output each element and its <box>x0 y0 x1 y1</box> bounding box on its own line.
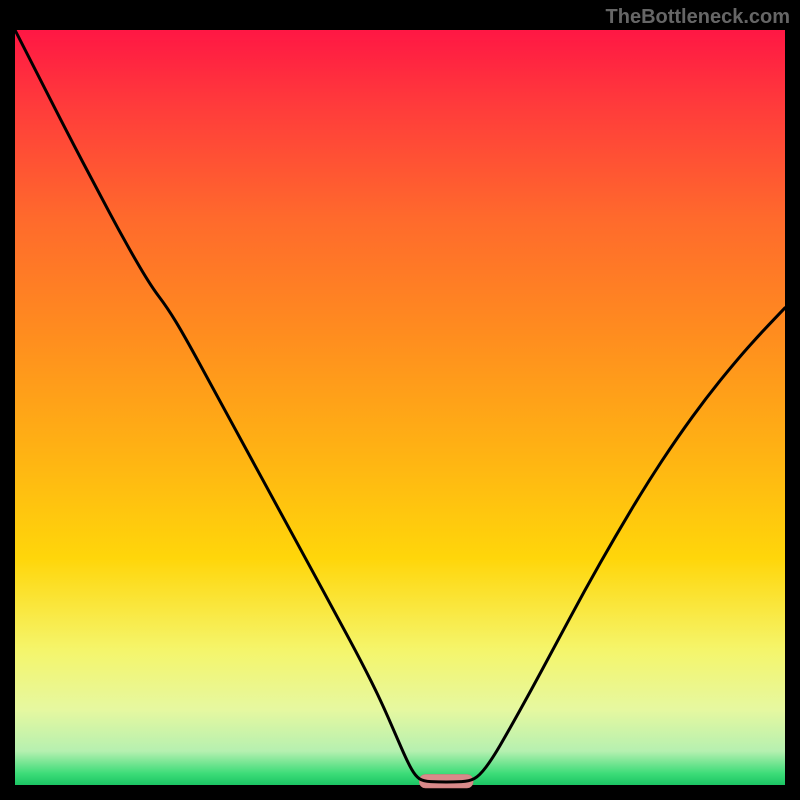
bottleneck-chart-svg <box>0 0 800 800</box>
gradient-background <box>15 30 785 785</box>
chart-frame: TheBottleneck.com <box>0 0 800 800</box>
watermark-label: TheBottleneck.com <box>606 6 790 29</box>
